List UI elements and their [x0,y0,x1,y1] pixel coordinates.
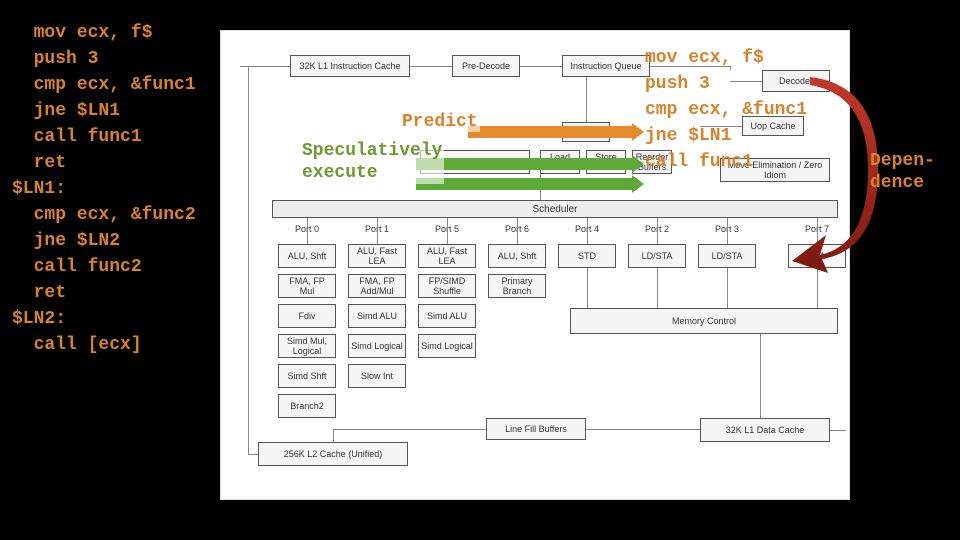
exec-unit: Simd Logical [418,334,476,358]
exec-unit: FP/SIMD Shuffle [418,274,476,298]
exec-unit: Fdiv [278,304,336,328]
exec-unit: Simd ALU [348,304,406,328]
exec-unit: LD/STA [698,244,756,268]
code-text: mov ecx, f$ push 3 cmp ecx, &func1 jne $… [12,23,196,355]
green-arrow-icon [416,155,644,173]
exec-unit: ALU, Fast LEA [348,244,406,268]
exec-unit: Primary Branch [488,274,546,298]
pipeline-box: Instruction Queue [562,55,650,77]
green-arrow-icon [416,175,644,193]
exec-unit: ALU, Shft [488,244,546,268]
memory-control-box: Memory Control [570,308,838,334]
bottom-box: 256K L2 Cache (Unified) [258,442,408,466]
exec-unit: Simd Shft [278,364,336,388]
asm-code-right: mov ecx, f$ push 3 cmp ecx, &func1 jne $… [645,45,807,175]
orange-arrow-icon [468,123,644,141]
exec-unit: FMA, FP Mul [278,274,336,298]
dependence-label: Depen- dence [870,150,960,194]
exec-unit: STD [558,244,616,268]
scheduler-bar: Scheduler [272,200,838,218]
pipeline-box: Pre-Decode [452,55,520,77]
exec-unit: Simd Mul, Logical [278,334,336,358]
exec-unit: FMA, FP Add/Mul [348,274,406,298]
exec-unit: Slow Int [348,364,406,388]
bottom-box: 32K L1 Data Cache [700,418,830,442]
exec-unit: Simd Logical [348,334,406,358]
exec-unit: ALU, Fast LEA [418,244,476,268]
exec-unit: Branch2 [278,394,336,418]
spec-exec-label: Speculatively execute [300,140,444,184]
exec-unit: LD/STA [628,244,686,268]
code-text: mov ecx, f$ push 3 cmp ecx, &func1 jne $… [645,48,807,172]
exec-unit: Simd ALU [418,304,476,328]
asm-code-left: mov ecx, f$ push 3 cmp ecx, &func1 jne $… [12,20,196,358]
predict-label: Predict [400,112,480,132]
bottom-box: Line Fill Buffers [486,418,586,440]
pipeline-box: 32K L1 Instruction Cache [290,55,410,77]
exec-unit: ALU, Shft [278,244,336,268]
